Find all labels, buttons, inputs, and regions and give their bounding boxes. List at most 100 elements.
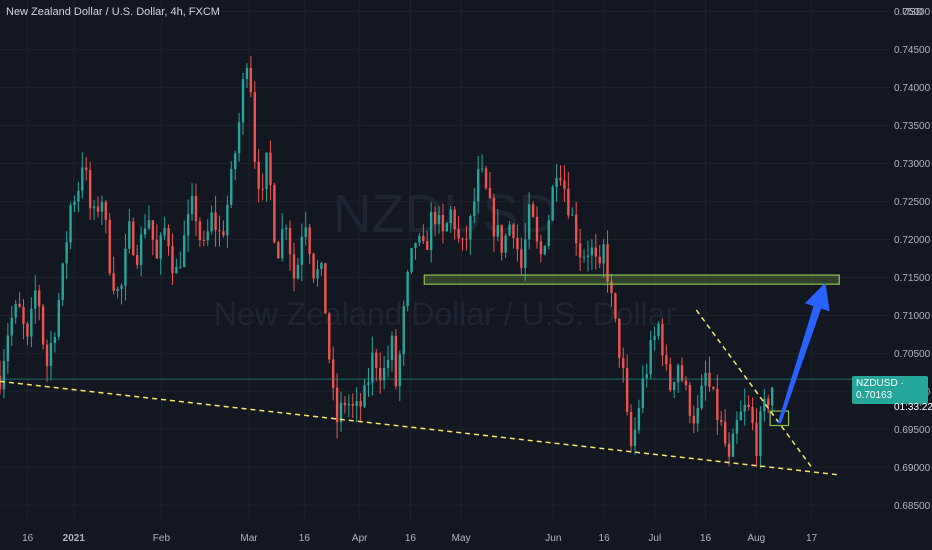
candle-body [210, 212, 213, 232]
candle-body [186, 213, 190, 236]
candle-body [531, 204, 535, 217]
candle-body [147, 220, 151, 229]
candle-body [257, 161, 260, 189]
candle-body [684, 380, 688, 386]
candle-body [335, 387, 339, 423]
candle-body [441, 215, 445, 232]
candle-body [763, 398, 766, 412]
candle-body [770, 387, 774, 406]
candle-body [320, 263, 323, 270]
last-price-badge: NZDUSD · 0.70163 01:33:22 [852, 376, 932, 413]
y-tick-label: 0.70500 [894, 349, 931, 360]
candle-body [496, 225, 500, 237]
candle-body [183, 235, 186, 267]
candle-body [676, 365, 680, 383]
candle-body [555, 178, 558, 187]
candle-body [520, 249, 523, 268]
candle-body [26, 323, 29, 337]
candle-body [382, 367, 386, 381]
candle-body [2, 361, 6, 390]
candle-body [669, 364, 672, 391]
candle-body [331, 359, 335, 388]
candle-body [759, 411, 762, 457]
x-tick-label: 17 [806, 533, 818, 544]
x-tick-label: Feb [153, 533, 171, 544]
candle-body [202, 239, 206, 241]
candle-body [410, 248, 413, 272]
y-tick-label: 0.69500 [894, 425, 931, 436]
candle-body [661, 324, 664, 356]
candle-body [649, 340, 652, 375]
candle-body [582, 256, 586, 258]
candle-body [18, 303, 21, 307]
candle-body [535, 216, 539, 242]
candle-body [712, 386, 715, 389]
candle-body [390, 335, 394, 361]
x-tick-label: 16 [599, 533, 611, 544]
candle-body [645, 374, 648, 379]
candle-body [426, 241, 429, 250]
candle-body [22, 306, 25, 324]
price-axis [890, 0, 932, 550]
candle-body [379, 367, 382, 381]
candle-body [653, 336, 656, 341]
candle-body [214, 212, 217, 231]
candle-body [6, 335, 10, 362]
candle-body [292, 254, 296, 279]
candle-body [484, 168, 488, 188]
candle-body [469, 216, 472, 240]
candle-body [571, 214, 574, 216]
y-tick-label: 0.69000 [894, 463, 931, 474]
candle-body [767, 398, 770, 406]
y-tick-label: 0.72500 [894, 197, 931, 208]
candle-body [731, 433, 735, 457]
x-tick-label: 16 [22, 533, 34, 544]
candle-body [355, 401, 358, 406]
candle-body [226, 204, 229, 236]
candle-body [249, 68, 253, 93]
x-tick-label: Apr [352, 533, 368, 544]
candle-body [296, 264, 300, 279]
candle-body [727, 443, 731, 457]
candle-body [159, 235, 162, 259]
candle-body [574, 214, 578, 244]
candle-body [198, 221, 202, 240]
candle-body [453, 209, 456, 230]
candle-body [641, 378, 645, 409]
candle-body [139, 234, 143, 265]
candle-body [437, 215, 441, 225]
candle-body [461, 238, 464, 240]
candle-body [273, 185, 276, 243]
candle-body [716, 388, 719, 420]
candle-body [0, 376, 2, 390]
candle-body [743, 404, 746, 412]
candle-body [500, 225, 503, 253]
candle-body [132, 221, 135, 256]
candle-body [394, 335, 398, 387]
watermark-name: New Zealand Dollar / U.S. Dollar [214, 296, 677, 332]
candle-body [414, 242, 417, 249]
candle-body [10, 317, 13, 336]
candle-body [163, 228, 166, 236]
breakout-box [769, 410, 790, 427]
candle-body [324, 263, 327, 314]
candle-body [688, 385, 692, 416]
x-tick-label: 16 [299, 533, 311, 544]
candle-body [739, 411, 743, 421]
candle-body [602, 244, 605, 264]
candle-body [190, 195, 194, 214]
candle-body [629, 411, 633, 446]
x-tick-label: May [452, 533, 471, 544]
candle-body [723, 421, 727, 444]
candle-body [116, 289, 119, 291]
candle-body [175, 266, 178, 274]
price-badge-symbol: NZDUSD [856, 378, 898, 389]
candle-body [104, 202, 108, 220]
candle-body [45, 344, 49, 366]
candle-body [622, 357, 625, 369]
candle-body [14, 303, 17, 318]
candle-body [363, 385, 366, 407]
y-tick-label: 0.71500 [894, 273, 931, 284]
